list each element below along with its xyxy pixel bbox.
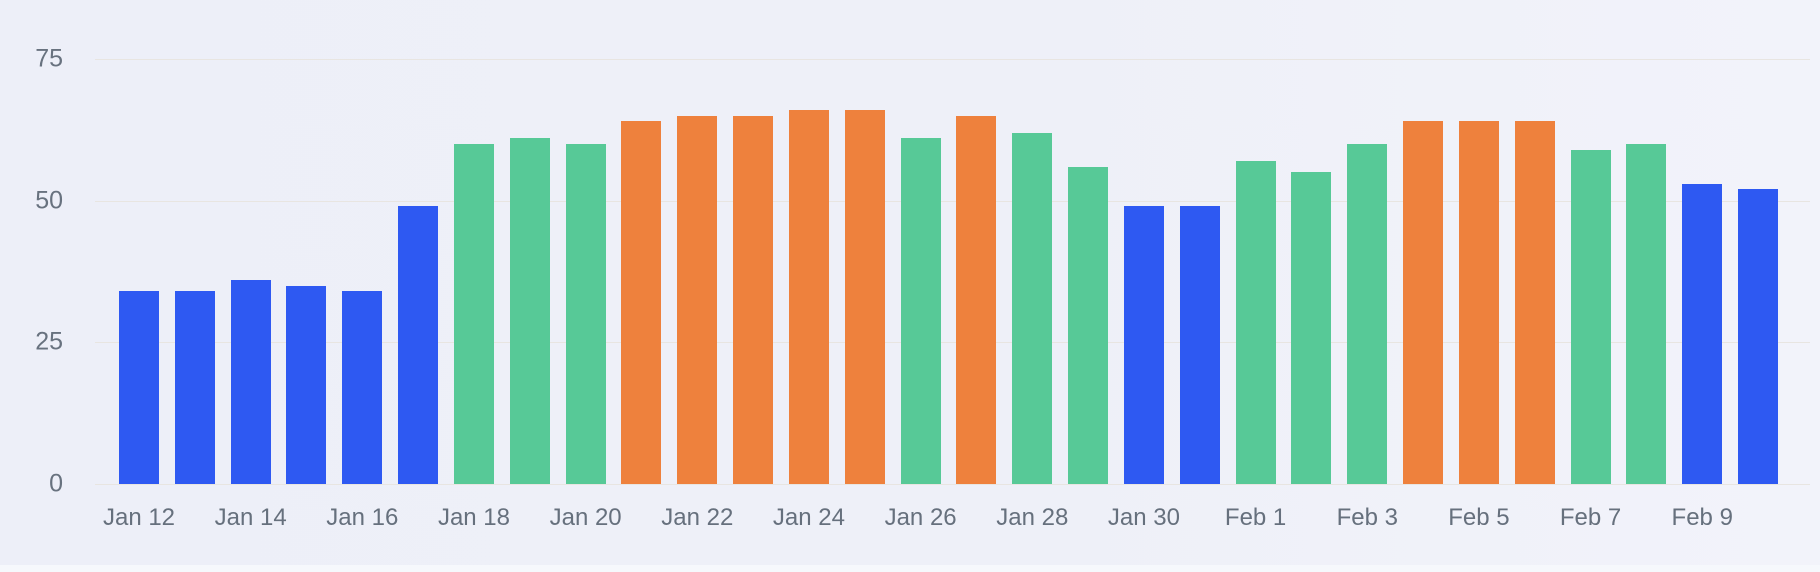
bar-jan-30[interactable] — [1123, 206, 1164, 484]
x-tick-label-jan-14: Jan 14 — [214, 504, 287, 531]
y-tick-label-50: 50 — [35, 186, 63, 215]
x-tick-label-jan-20: Jan 20 — [549, 504, 622, 531]
bar-feb-4[interactable] — [1403, 121, 1444, 484]
bar-jan-31[interactable] — [1179, 206, 1220, 484]
x-tick-label-jan-26: Jan 26 — [884, 504, 957, 531]
bar-jan-13[interactable] — [174, 291, 215, 484]
bar-jan-28[interactable] — [1012, 132, 1053, 484]
bar-jan-21[interactable] — [621, 121, 662, 484]
bottom-edge-strip — [0, 565, 1820, 572]
gridline-y-75 — [95, 58, 1810, 60]
bar-feb-1[interactable] — [1235, 160, 1276, 484]
bar-jan-24[interactable] — [788, 109, 829, 484]
y-tick-label-75: 75 — [35, 44, 63, 73]
bar-feb-6[interactable] — [1514, 121, 1555, 484]
gridline-y-0 — [95, 484, 1810, 485]
bar-jan-14[interactable] — [230, 279, 271, 484]
bar-feb-8[interactable] — [1626, 143, 1667, 484]
gridline-y-50 — [95, 200, 1810, 202]
x-tick-label-feb-5: Feb 5 — [1448, 504, 1510, 531]
x-tick-label-jan-22: Jan 22 — [661, 504, 734, 531]
x-tick-label-jan-24: Jan 24 — [772, 504, 845, 531]
bar-feb-3[interactable] — [1347, 143, 1388, 484]
bar-jan-29[interactable] — [1068, 166, 1109, 484]
bar-feb-10[interactable] — [1738, 189, 1779, 484]
bar-jan-27[interactable] — [956, 115, 997, 484]
bar-jan-23[interactable] — [733, 115, 774, 484]
bar-jan-25[interactable] — [844, 109, 885, 484]
x-tick-label-jan-30: Jan 30 — [1107, 504, 1180, 531]
bar-jan-15[interactable] — [286, 285, 327, 484]
bar-feb-2[interactable] — [1291, 172, 1332, 484]
x-tick-label-jan-12: Jan 12 — [102, 504, 176, 531]
y-tick-label-25: 25 — [35, 327, 63, 356]
bar-feb-5[interactable] — [1458, 121, 1499, 484]
x-tick-label-feb-7: Feb 7 — [1559, 504, 1622, 531]
bar-jan-22[interactable] — [677, 115, 718, 484]
bar-jan-16[interactable] — [342, 291, 383, 484]
bar-jan-19[interactable] — [509, 138, 550, 484]
bar-jan-17[interactable] — [398, 206, 439, 484]
x-tick-label-jan-28: Jan 28 — [996, 504, 1069, 531]
bar-jan-12[interactable] — [119, 291, 159, 484]
y-tick-label-0: 0 — [49, 469, 63, 498]
bar-feb-9[interactable] — [1682, 183, 1723, 484]
bar-jan-26[interactable] — [900, 138, 941, 484]
x-tick-label-jan-18: Jan 18 — [437, 504, 510, 531]
bar-feb-7[interactable] — [1570, 149, 1611, 484]
gridline-y-25 — [95, 342, 1810, 344]
bar-jan-20[interactable] — [565, 143, 606, 484]
x-tick-label-jan-16: Jan 16 — [326, 504, 399, 531]
x-tick-label-feb-3: Feb 3 — [1336, 504, 1398, 531]
x-tick-label-feb-1: Feb 1 — [1224, 504, 1287, 531]
x-tick-label-feb-9: Feb 9 — [1671, 504, 1733, 531]
bar-jan-18[interactable] — [453, 143, 494, 484]
